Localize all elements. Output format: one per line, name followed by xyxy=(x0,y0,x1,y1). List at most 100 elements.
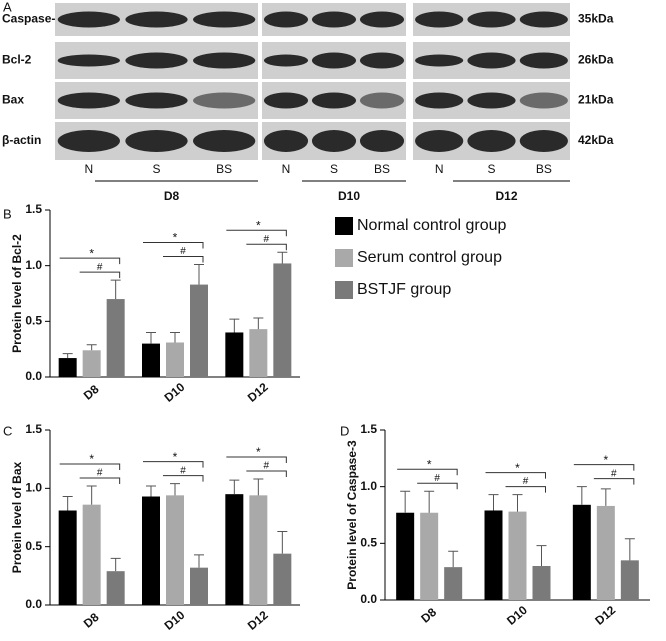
panel-label: A xyxy=(3,0,12,14)
panel-label: D xyxy=(340,423,349,438)
blot-band xyxy=(263,54,309,67)
bar xyxy=(82,350,101,377)
bar xyxy=(420,512,439,600)
significance-mark: # xyxy=(180,465,186,476)
y-tick-label: 1.0 xyxy=(25,258,42,272)
error-bar xyxy=(86,485,97,505)
error-bar xyxy=(229,479,240,495)
error-bar xyxy=(400,490,411,513)
x-tick-label: D12 xyxy=(245,608,271,633)
blot-band xyxy=(415,54,464,67)
significance-mark: * xyxy=(603,453,608,467)
legend-label: Serum control group xyxy=(357,249,502,266)
significance-mark: # xyxy=(264,234,270,245)
blot-band xyxy=(311,52,357,69)
error-bar xyxy=(194,554,204,568)
significance-bracket xyxy=(226,456,287,463)
bar xyxy=(106,571,125,605)
legend-swatch xyxy=(335,217,353,235)
error-bar xyxy=(110,557,121,572)
y-tick-label: 0.0 xyxy=(25,369,42,383)
blot-band xyxy=(193,52,256,69)
x-tick-label: D10 xyxy=(162,608,188,633)
y-tick-label: 1.0 xyxy=(25,481,42,495)
lane-label: S xyxy=(487,162,495,176)
significance-mark: * xyxy=(256,445,261,459)
x-tick-label: D12 xyxy=(592,603,618,628)
x-tick-label: D12 xyxy=(245,380,271,405)
blot-band xyxy=(519,130,568,152)
bar xyxy=(166,342,184,377)
significance-bracket xyxy=(59,257,121,265)
error-bar xyxy=(194,264,204,285)
significance-bracket xyxy=(485,472,546,479)
bar xyxy=(142,343,160,377)
error-bar xyxy=(624,538,635,561)
y-axis-label: Protein level of Bcl-2 xyxy=(10,234,24,353)
significance-bracket xyxy=(143,242,204,249)
blot-band xyxy=(125,92,188,109)
significance-mark: * xyxy=(173,450,178,464)
bar xyxy=(82,504,101,605)
error-bar xyxy=(448,550,459,568)
error-bar xyxy=(86,344,97,351)
blot-band xyxy=(311,92,357,109)
lane-label: N xyxy=(435,162,444,176)
significance-mark: * xyxy=(427,457,432,471)
y-tick-label: 0.0 xyxy=(25,597,42,611)
bar xyxy=(532,566,551,600)
blot-band xyxy=(263,130,309,152)
x-tick-label: D8 xyxy=(81,610,102,631)
blot-band xyxy=(519,52,568,69)
lane-label: BS xyxy=(536,162,552,176)
size-label: 26kDa xyxy=(578,53,614,67)
significance-mark: * xyxy=(256,218,261,232)
legend-label: Normal control group xyxy=(357,217,507,234)
lane-label: N xyxy=(282,162,291,176)
significance-mark: # xyxy=(611,468,617,479)
significance-bracket xyxy=(226,229,287,237)
significance-bracket xyxy=(79,477,121,484)
protein-label: Bax xyxy=(2,93,24,107)
blot-band xyxy=(359,92,405,109)
bar xyxy=(190,567,208,605)
panel-label: B xyxy=(3,206,12,221)
error-bar xyxy=(576,486,587,505)
group-label: D8 xyxy=(164,189,180,203)
blot-band xyxy=(467,52,516,69)
y-axis-label: Protein level of Caspase-3 xyxy=(345,440,359,590)
significance-mark: * xyxy=(173,231,178,245)
significance-bracket xyxy=(163,475,204,482)
bar xyxy=(396,512,415,600)
significance-bracket xyxy=(79,271,121,279)
significance-bracket xyxy=(59,463,121,470)
group-label: D10 xyxy=(338,189,360,203)
significance-bracket xyxy=(143,461,204,468)
size-label: 42kDa xyxy=(578,133,614,147)
protein-label: β-actin xyxy=(2,133,41,147)
bar xyxy=(249,495,268,605)
error-bar xyxy=(424,490,435,513)
y-tick-label: 1.5 xyxy=(25,202,42,216)
bar xyxy=(596,505,615,600)
significance-mark: # xyxy=(97,262,103,273)
bar xyxy=(58,358,77,377)
error-bar xyxy=(253,478,264,496)
significance-bracket xyxy=(246,470,287,477)
bar xyxy=(58,510,77,605)
significance-bracket xyxy=(397,468,458,476)
blot-band xyxy=(193,11,256,28)
lane-label: N xyxy=(84,162,93,176)
error-bar xyxy=(146,331,156,344)
blot-band xyxy=(415,11,464,28)
significance-mark: * xyxy=(89,246,94,260)
x-tick-label: D8 xyxy=(418,605,439,626)
legend-swatch xyxy=(335,249,353,267)
error-bar xyxy=(62,496,73,511)
blot-band xyxy=(359,52,405,69)
error-bar xyxy=(229,318,240,333)
error-bar xyxy=(62,353,73,359)
bar xyxy=(225,494,244,605)
x-tick-label: D10 xyxy=(504,603,530,628)
blot-band xyxy=(359,130,405,152)
